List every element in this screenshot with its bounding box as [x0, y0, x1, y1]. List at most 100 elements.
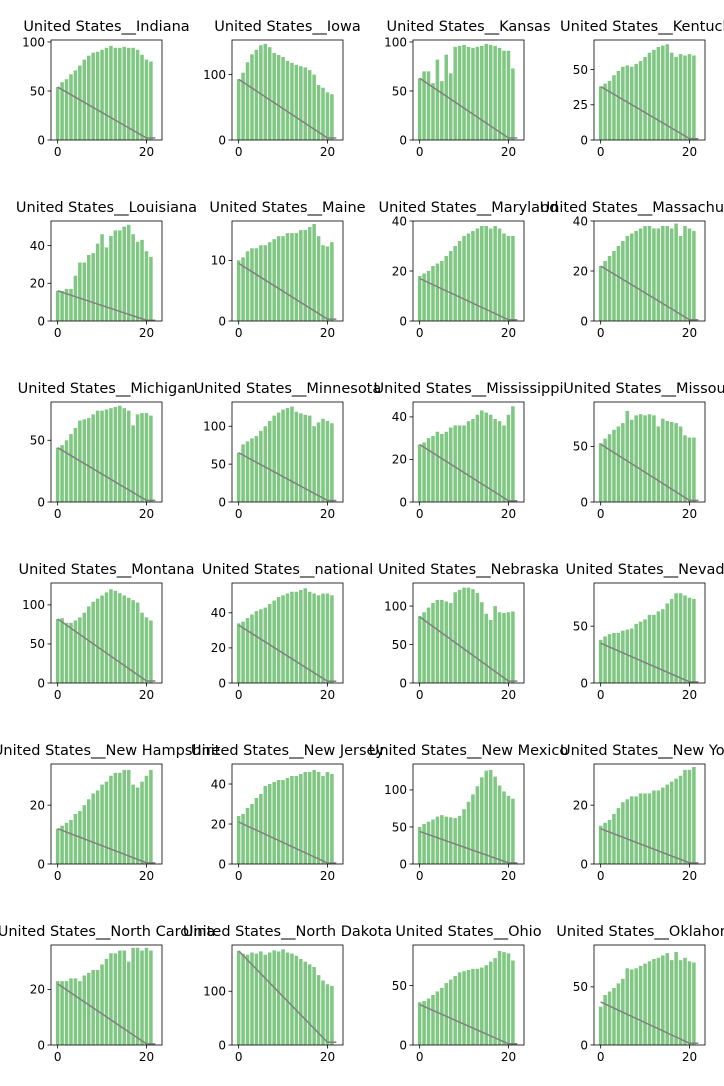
plot-area [236, 224, 337, 321]
bar [113, 772, 118, 864]
bar [652, 614, 656, 683]
bar [144, 617, 149, 683]
trend-line [57, 447, 156, 502]
bar [683, 226, 687, 321]
bar [64, 79, 69, 140]
y-tick-label: 100 [384, 599, 407, 613]
trend-line [600, 85, 699, 140]
bar [285, 778, 290, 864]
y-tick-label: 40 [392, 410, 407, 424]
chart-panel: 0 20 0 50 100 United States__Minnesota [194, 381, 382, 521]
bar [669, 960, 674, 1045]
bar [643, 619, 647, 683]
bar [511, 406, 515, 502]
bar [625, 968, 630, 1045]
chart-panel: 0 20 0 50 United States__Nevada [565, 562, 724, 702]
bar [440, 261, 444, 321]
axes-frame [412, 401, 525, 503]
bar [140, 239, 144, 321]
bar [250, 804, 254, 864]
bar [457, 45, 462, 140]
bar [643, 56, 647, 140]
bar [60, 825, 64, 864]
bar [687, 437, 692, 502]
x-tick-label: 0 [54, 507, 62, 521]
bar [60, 82, 64, 140]
plot-area [55, 405, 156, 502]
bar [598, 443, 603, 502]
y-tick-label: 50 [211, 457, 226, 471]
bar [607, 434, 612, 502]
bar [303, 230, 308, 321]
bar [661, 45, 665, 140]
bar [299, 413, 303, 502]
bar [678, 775, 683, 864]
bar [656, 790, 661, 864]
bar [299, 66, 303, 140]
chart-panel: 0 20 0 10 United States__Maine [209, 200, 365, 340]
bar [91, 253, 95, 321]
bar [669, 228, 674, 321]
trend-line [600, 265, 699, 321]
bar [607, 819, 612, 864]
bar [104, 958, 109, 1045]
bar [312, 770, 316, 864]
chart-panel: 0 20 0 100 United States__North Dakota [183, 924, 392, 1064]
bar [321, 87, 325, 140]
chart-panel: 0 20 0 20 United States__New York [560, 743, 724, 883]
bar [245, 62, 250, 140]
bar [638, 793, 643, 864]
bar [135, 947, 140, 1045]
bar [448, 979, 453, 1045]
bar [603, 995, 607, 1045]
bar [149, 620, 153, 683]
bar [109, 953, 113, 1045]
bar [73, 427, 78, 502]
bar [687, 961, 692, 1045]
axes-frame [412, 39, 525, 141]
bar [276, 236, 281, 321]
bar [466, 233, 471, 321]
plot-area [598, 593, 699, 683]
bar [78, 65, 82, 140]
x-tick-label: 20 [320, 145, 335, 159]
bar [511, 960, 515, 1045]
chart-panel: 0 20 0 50 100 United States__Nebraska [378, 562, 559, 702]
x-tick-label: 20 [320, 507, 335, 521]
bar [104, 409, 109, 502]
bar [254, 248, 259, 321]
bar [616, 633, 621, 683]
bar [294, 591, 299, 683]
bar [113, 47, 118, 140]
bar [431, 83, 435, 140]
bar [325, 420, 330, 502]
bar [435, 263, 440, 321]
bar [422, 71, 426, 140]
bar [669, 781, 674, 864]
bar [506, 414, 511, 502]
x-tick-label: 0 [235, 1050, 243, 1064]
bar [259, 951, 263, 1045]
bar [687, 769, 692, 864]
plot-area [598, 951, 699, 1045]
bar [665, 420, 670, 502]
bar [263, 786, 268, 864]
bar [629, 969, 634, 1045]
bar [290, 776, 294, 864]
bar [95, 790, 100, 864]
bar [91, 414, 95, 502]
bar [144, 775, 149, 864]
bar [64, 288, 69, 321]
y-tick-label: 40 [573, 214, 588, 228]
x-tick-label: 20 [139, 688, 154, 702]
y-tick-label: 100 [384, 35, 407, 49]
bar [471, 47, 475, 140]
y-tick-label: 40 [211, 606, 226, 620]
x-tick-label: 20 [501, 1050, 516, 1064]
bar [603, 83, 607, 140]
bar [236, 623, 241, 683]
plot-area [236, 949, 337, 1045]
bar [316, 975, 321, 1045]
bar [678, 426, 683, 502]
bar [267, 420, 272, 502]
